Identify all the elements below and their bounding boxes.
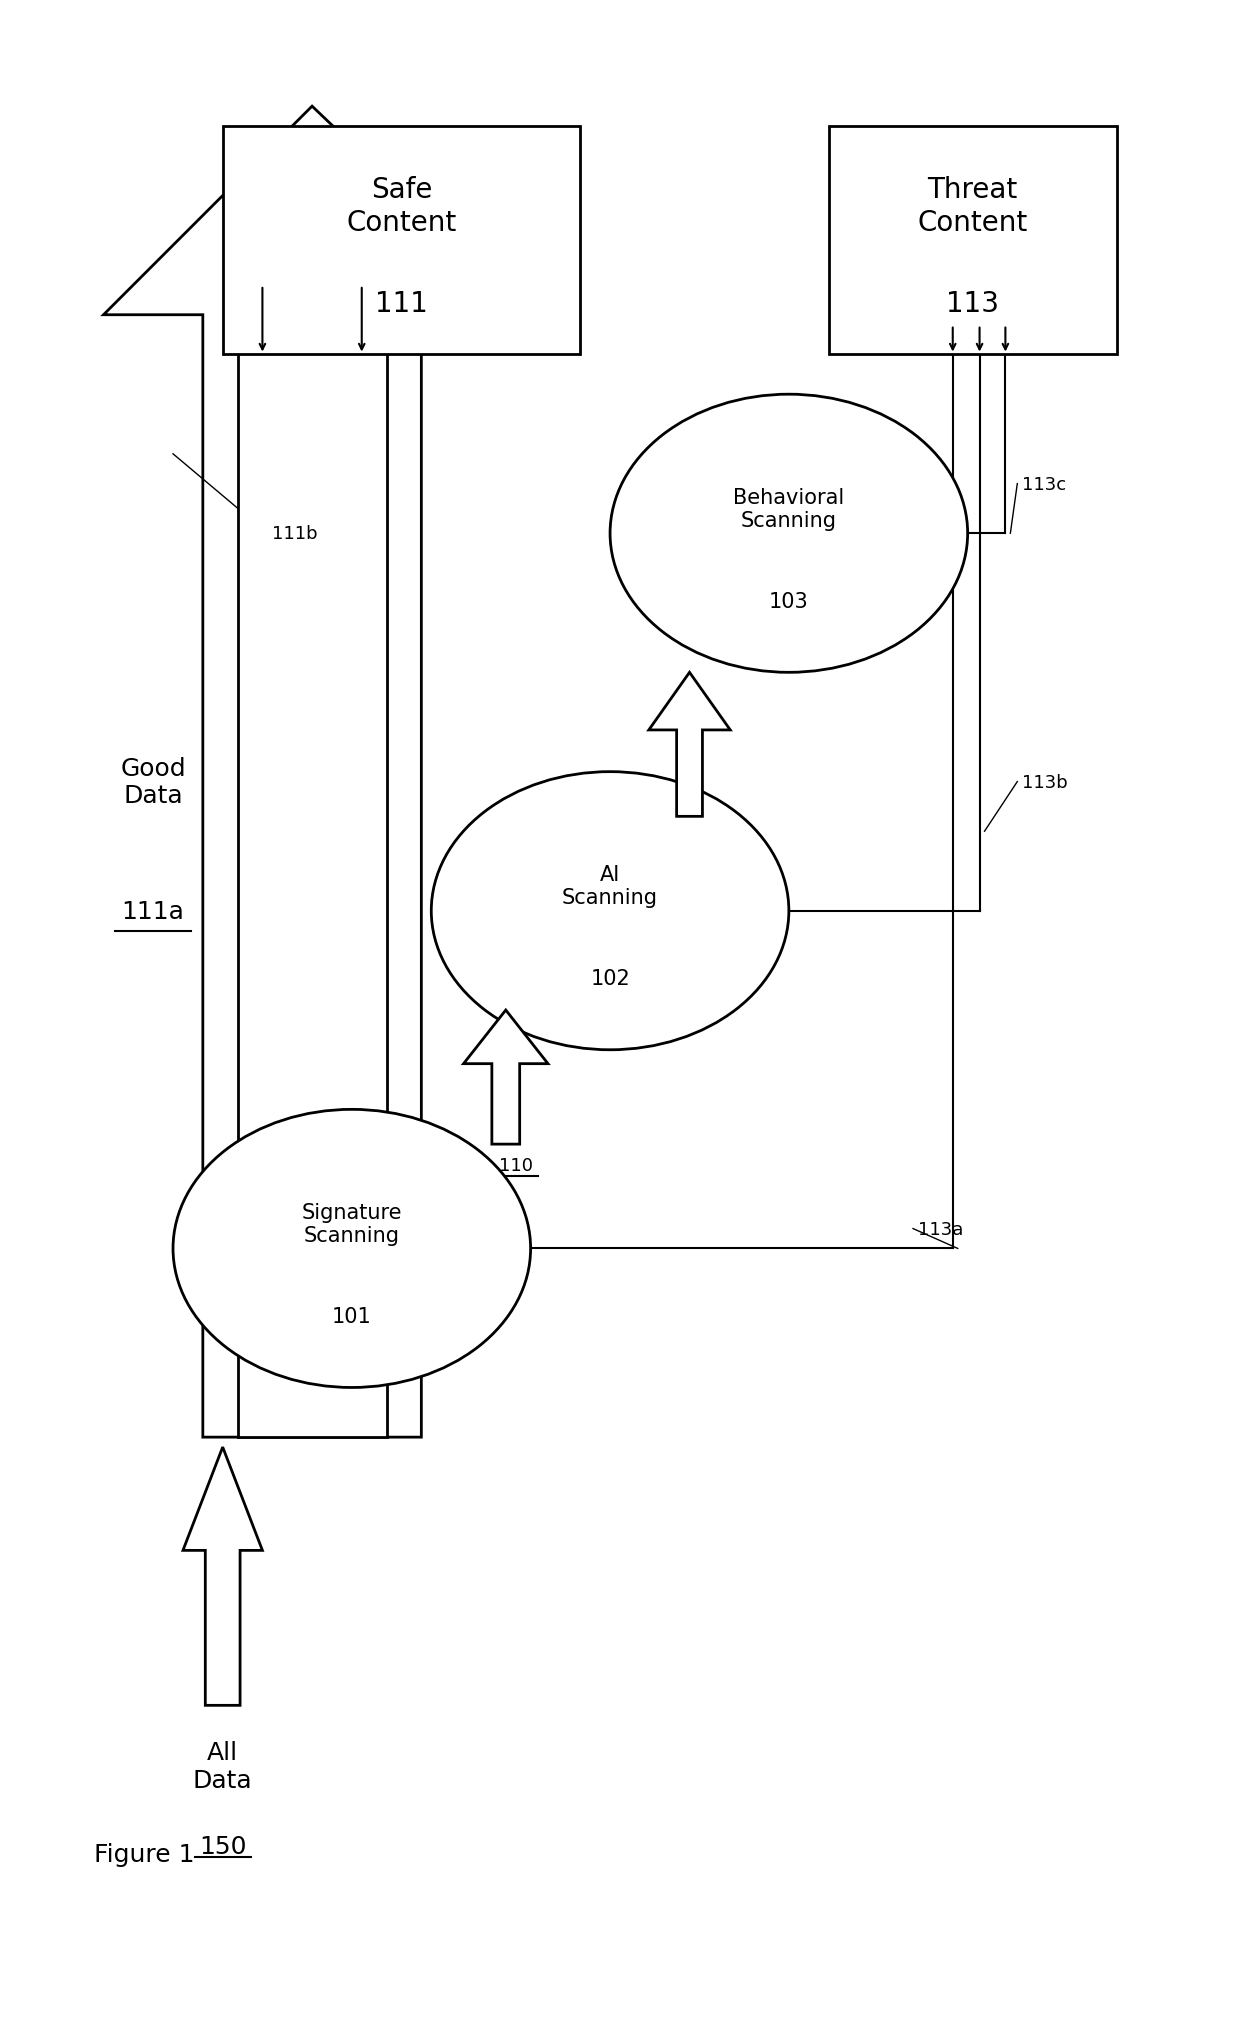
Ellipse shape — [174, 1110, 531, 1389]
Text: Figure 1: Figure 1 — [93, 1843, 195, 1866]
Text: 150: 150 — [198, 1835, 247, 1859]
Text: Behavioral
Scanning: Behavioral Scanning — [733, 487, 844, 530]
Text: 101: 101 — [332, 1307, 372, 1326]
Text: 113: 113 — [946, 290, 999, 317]
Text: 103: 103 — [769, 591, 808, 611]
Text: 111b: 111b — [273, 526, 317, 542]
Text: All
Data: All Data — [193, 1740, 253, 1792]
Text: Good
Data: Good Data — [120, 757, 186, 808]
Text: 113a: 113a — [918, 1220, 963, 1238]
Text: Signature
Scanning: Signature Scanning — [301, 1202, 402, 1246]
Polygon shape — [103, 108, 531, 1437]
Text: 111a: 111a — [122, 899, 185, 924]
Polygon shape — [464, 1011, 548, 1145]
Polygon shape — [238, 321, 387, 1437]
Text: 113c: 113c — [1022, 475, 1066, 493]
Ellipse shape — [610, 396, 967, 674]
Bar — [223, 128, 580, 355]
Text: Threat
Content: Threat Content — [918, 177, 1028, 238]
Text: Suspicious 112: Suspicious 112 — [573, 826, 697, 844]
Ellipse shape — [432, 771, 789, 1050]
Text: 113b: 113b — [1022, 773, 1068, 792]
Text: 110: 110 — [498, 1157, 533, 1175]
Polygon shape — [649, 674, 730, 816]
Text: 102: 102 — [590, 968, 630, 989]
Text: AI
Scanning: AI Scanning — [562, 865, 658, 907]
Text: Safe
Content: Safe Content — [346, 177, 456, 238]
Bar — [828, 128, 1117, 355]
Polygon shape — [184, 1447, 263, 1705]
Text: 111: 111 — [374, 290, 428, 317]
